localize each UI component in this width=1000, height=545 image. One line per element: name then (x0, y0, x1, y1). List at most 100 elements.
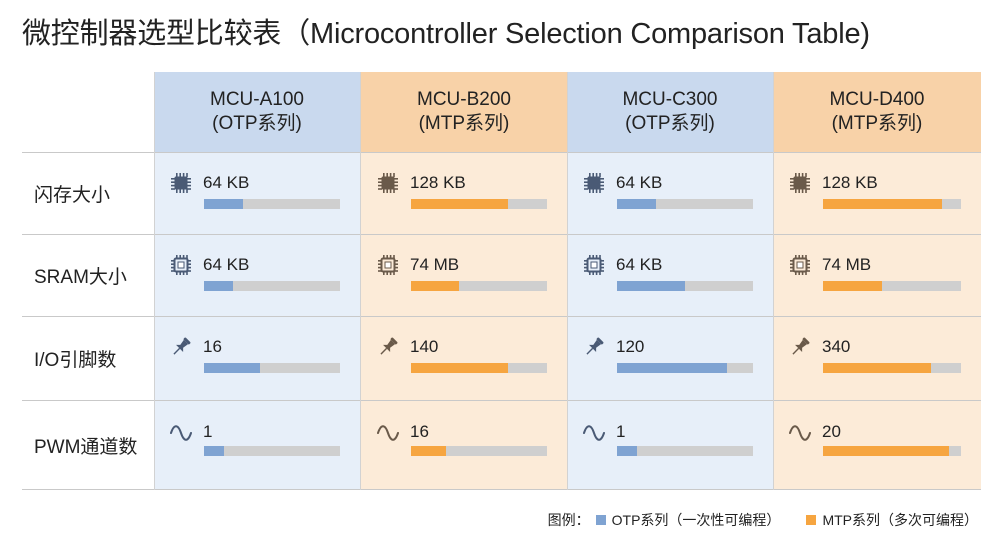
sine-wave-icon (377, 422, 399, 444)
progress-bar-fill (204, 363, 260, 373)
progress-bar-track (823, 281, 961, 291)
column-header-4: MCU-D400 (MTP系列) (773, 72, 981, 152)
cell-value: 74 MB (822, 255, 872, 274)
column-divider (773, 72, 774, 490)
column-header-name: MCU-C300 (622, 89, 718, 110)
progress-bar-track (823, 199, 961, 209)
row-divider (22, 400, 981, 401)
progress-bar-fill (411, 363, 508, 373)
sine-wave-icon (789, 422, 811, 444)
table-cell: 64 KB (567, 234, 773, 316)
cell-value: 64 KB (616, 255, 663, 274)
progress-bar-fill (617, 363, 728, 373)
chip-icon (789, 172, 811, 194)
page-title: 微控制器选型比较表（Microcontroller Selection Comp… (22, 18, 870, 50)
progress-bar-fill (823, 281, 883, 291)
progress-bar-fill (411, 199, 508, 209)
cell-value: 64 KB (203, 255, 250, 274)
column-header-series: (OTP系列) (212, 113, 302, 134)
cell-value: 340 (822, 337, 851, 356)
table-cell: 16 (154, 316, 360, 400)
row-divider (22, 234, 981, 235)
row-label: PWM通道数 (34, 436, 138, 458)
progress-bar-fill (617, 199, 657, 209)
column-divider (567, 72, 568, 490)
chip-icon (377, 172, 399, 194)
column-header-name: MCU-A100 (210, 89, 304, 110)
progress-bar-fill (411, 281, 459, 291)
column-header-series: (MTP系列) (831, 113, 923, 134)
progress-bar-fill (204, 281, 233, 291)
table-cell: 64 KB (154, 234, 360, 316)
table-cell: 16 (361, 400, 567, 490)
pushpin-icon (583, 336, 605, 358)
table-cell: 340 (773, 316, 981, 400)
table-cell: 74 MB (361, 234, 567, 316)
column-header-name: MCU-D400 (829, 89, 925, 110)
row-divider (22, 489, 981, 490)
column-header-3: MCU-C300 (OTP系列) (567, 72, 773, 152)
legend-otp-swatch (595, 515, 606, 525)
progress-bar-track (617, 446, 753, 456)
sine-wave-icon (583, 422, 605, 444)
column-header-series: (MTP系列) (418, 113, 510, 134)
table-cell: 128 KB (361, 152, 567, 234)
progress-bar-fill (823, 199, 942, 209)
progress-bar-track (617, 281, 753, 291)
progress-bar-fill (204, 446, 225, 456)
cell-value: 74 MB (410, 255, 460, 274)
progress-bar-fill (823, 363, 931, 373)
progress-bar-track (823, 363, 961, 373)
cell-value: 1 (616, 422, 626, 441)
progress-bar-track (411, 446, 547, 456)
column-divider (360, 72, 361, 490)
progress-bar-track (411, 281, 547, 291)
column-header-name: MCU-B200 (417, 89, 511, 110)
table-cell: 120 (567, 316, 773, 400)
row-divider (22, 316, 981, 317)
progress-bar-track (617, 363, 753, 373)
column-header-1: MCU-A100 (OTP系列) (154, 72, 360, 152)
table-cell: 20 (773, 400, 981, 490)
progress-bar-fill (411, 446, 447, 456)
progress-bar-track (204, 446, 340, 456)
table-cell: 1 (567, 400, 773, 490)
cell-value: 64 KB (203, 173, 250, 192)
legend-otp-label: OTP系列（一次性可编程） (611, 512, 781, 528)
cell-value: 64 KB (616, 173, 663, 192)
cell-value: 16 (203, 337, 222, 356)
row-label: 闪存大小 (34, 184, 111, 206)
progress-bar-track (411, 199, 547, 209)
comparison-table: MCU-A100 (OTP系列) MCU-B200 (MTP系列) MCU-C300 (O… (22, 72, 981, 490)
table-cell: 128 KB (773, 152, 981, 234)
cell-value: 1 (203, 422, 213, 441)
progress-bar-fill (204, 199, 244, 209)
progress-bar-track (411, 363, 547, 373)
progress-bar-track (204, 281, 340, 291)
legend-mtp-swatch (806, 515, 817, 525)
legend-prefix: 图例： (547, 512, 590, 528)
cell-value: 120 (616, 337, 645, 356)
row-divider (22, 152, 981, 153)
chip-icon (583, 172, 605, 194)
legend-mtp-label: MTP系列（多次可编程） (822, 512, 978, 528)
cell-value: 16 (410, 422, 429, 441)
sine-wave-icon (170, 422, 192, 444)
cell-value: 128 KB (410, 173, 466, 192)
table-cell: 1 (154, 400, 360, 490)
cell-value: 140 (410, 337, 439, 356)
legend: 图例： OTP系列（一次性可编程） MTP系列（多次可编程） (548, 510, 978, 530)
column-header-2: MCU-B200 (MTP系列) (361, 72, 567, 152)
row-label: I/O引脚数 (34, 349, 117, 371)
table-cell: 64 KB (154, 152, 360, 234)
column-divider (154, 72, 155, 490)
table-cell: 64 KB (567, 152, 773, 234)
table-cell: 140 (361, 316, 567, 400)
pushpin-icon (170, 336, 192, 358)
chip-icon (170, 172, 192, 194)
progress-bar-track (204, 199, 340, 209)
progress-bar-fill (617, 446, 638, 456)
memory-icon (377, 254, 399, 276)
memory-icon (583, 254, 605, 276)
row-label: SRAM大小 (34, 266, 127, 288)
